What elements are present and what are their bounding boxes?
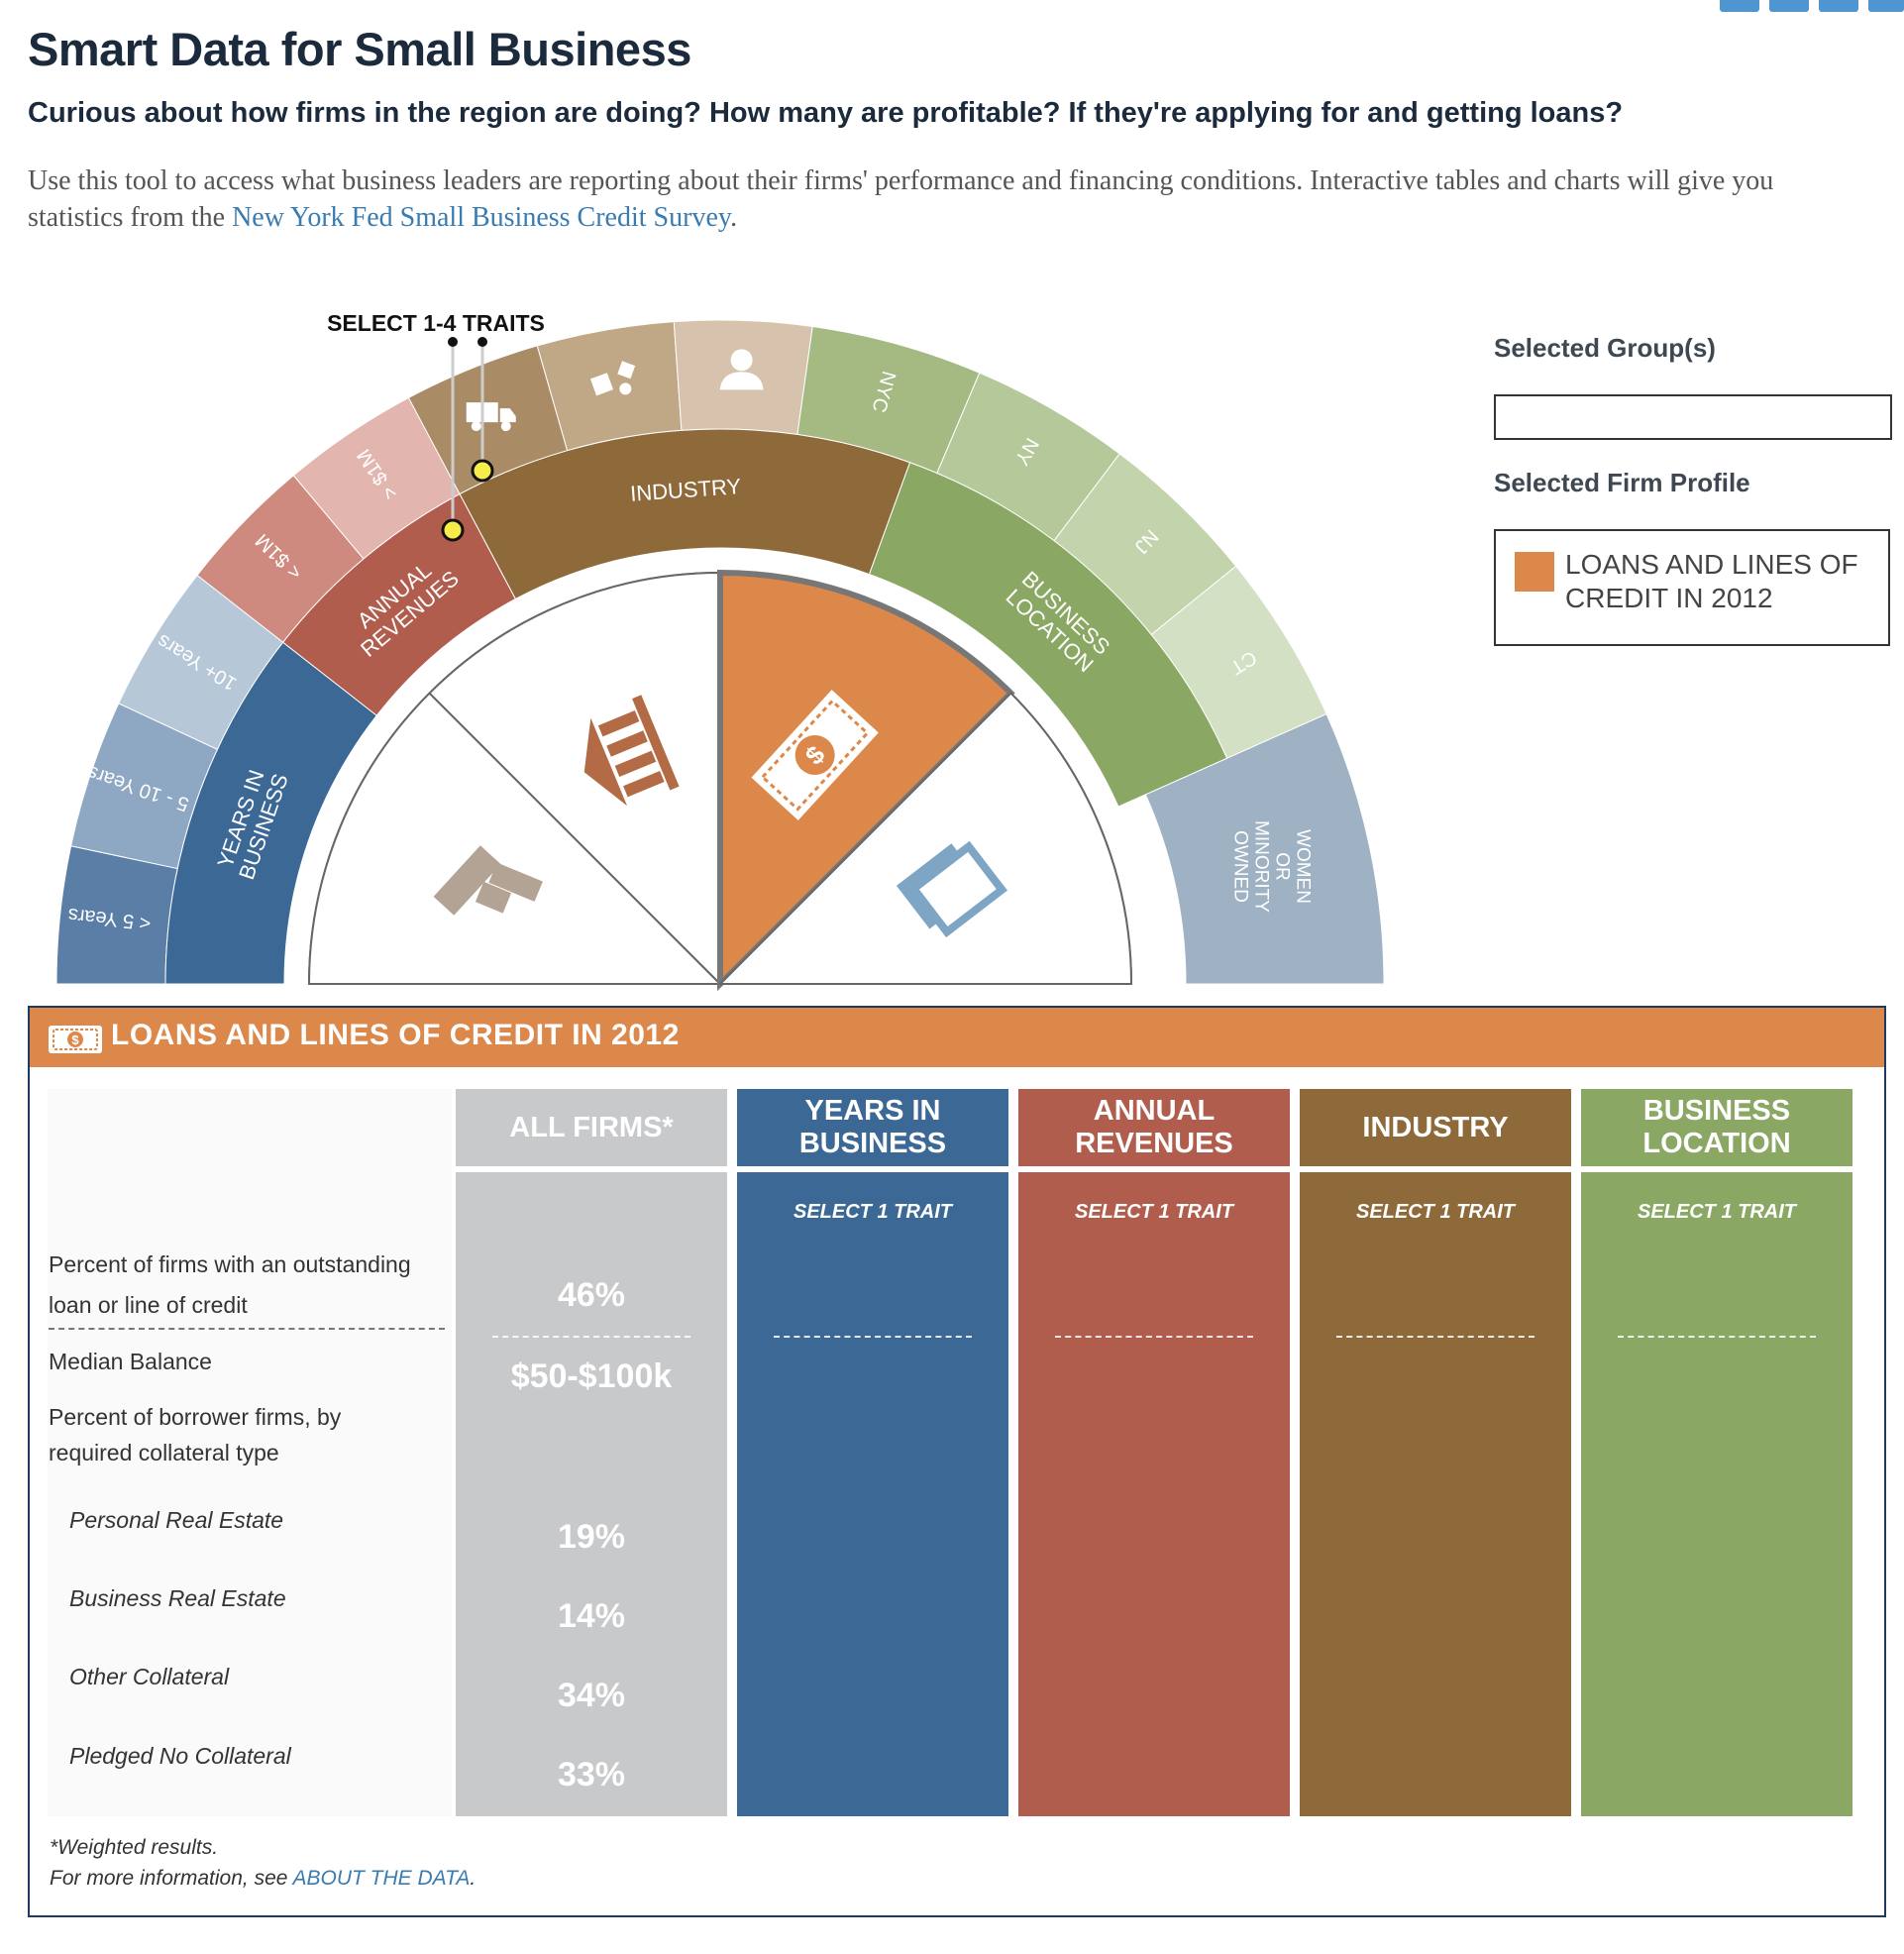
column-header-industry: INDUSTRY: [1300, 1089, 1571, 1166]
value-median-balance: $50-$100k: [510, 1357, 673, 1395]
more-info-end: .: [470, 1867, 476, 1890]
svg-text:$: $: [71, 1032, 79, 1047]
row-label-collateral-heading: Percent of borrower firms, by required c…: [49, 1404, 342, 1466]
selected-groups-label: Selected Group(s): [1494, 333, 1716, 363]
divider: [1055, 1336, 1253, 1338]
intro-paragraph: Use this tool to access what business le…: [28, 163, 1870, 236]
cubes-icon: [589, 361, 636, 396]
select-traits-instruction: SELECT 1-4 TRAITS: [327, 310, 545, 336]
about-the-data-link[interactable]: ABOUT THE DATA: [292, 1867, 471, 1890]
value-personal-real-estate: 19%: [557, 1518, 626, 1556]
value-business-real-estate: 14%: [557, 1597, 626, 1635]
profile-color-swatch: [1515, 552, 1554, 592]
more-info-text: For more information, see: [50, 1867, 293, 1890]
person-icon: [719, 349, 764, 390]
more-info: For more information, see ABOUT THE DATA…: [50, 1867, 476, 1891]
profile-slice-bar-chart[interactable]: [307, 692, 723, 985]
results-panel: [28, 1006, 1886, 1917]
email-icon[interactable]: [1819, 0, 1858, 12]
pointer-marker: [441, 518, 465, 542]
category-label-women-minority: WOMENORMINORITYOWNED: [1230, 820, 1314, 913]
documents-icon: [896, 840, 1007, 938]
divider: [1618, 1336, 1816, 1338]
page-title: Smart Data for Small Business: [28, 23, 691, 75]
facebook-icon[interactable]: [1720, 0, 1759, 12]
row-label-outstanding-loan: Percent of firms with an outstanding loa…: [49, 1251, 411, 1318]
value-other-collateral: 34%: [557, 1677, 626, 1714]
truck-icon: [466, 402, 516, 432]
profile-slice-bank[interactable]: [428, 571, 721, 987]
print-icon[interactable]: [1868, 0, 1904, 12]
row-label-other-collateral: Other Collateral: [69, 1664, 230, 1689]
column-years-in-business: [737, 1172, 1008, 1816]
divider: [1336, 1336, 1534, 1338]
category-segment-business-location[interactable]: [868, 462, 1228, 808]
intro-text: Use this tool to access what business le…: [28, 165, 1774, 233]
row-label-business-real-estate: Business Real Estate: [69, 1585, 286, 1611]
selected-profile-box: [1494, 529, 1890, 646]
row-label-personal-real-estate: Personal Real Estate: [69, 1507, 284, 1533]
pointer-dot: [477, 337, 487, 347]
column-header-annual-revenues: ANNUAL REVENUES: [1018, 1089, 1290, 1166]
row-label-median-balance: Median Balance: [49, 1349, 212, 1374]
select-trait-prompt: SELECT 1 TRAIT: [793, 1201, 952, 1223]
twitter-icon[interactable]: [1769, 0, 1809, 12]
select-trait-prompt: SELECT 1 TRAIT: [1355, 1201, 1515, 1223]
select-trait-prompt: SELECT 1 TRAIT: [1074, 1201, 1233, 1223]
page-subtitle: Curious about how firms in the region ar…: [28, 97, 1624, 129]
bar-chart-icon: [433, 845, 543, 916]
column-business-location: [1581, 1172, 1852, 1816]
selected-profile-value: LOANS AND LINES OF CREDIT IN 2012: [1565, 549, 1858, 613]
money-icon: $: [49, 1026, 102, 1053]
divider: [492, 1336, 690, 1338]
divider: [774, 1336, 972, 1338]
column-header-all-firms: ALL FIRMS*: [456, 1089, 727, 1166]
column-annual-revenues: [1018, 1172, 1290, 1816]
selected-groups-field: [1494, 394, 1892, 440]
row-label-no-collateral: Pledged No Collateral: [69, 1743, 291, 1769]
profile-slice-money[interactable]: [717, 569, 1015, 992]
value-outstanding-loan: 46%: [557, 1276, 626, 1314]
money-icon: $: [751, 690, 879, 820]
intro-end: .: [730, 202, 738, 233]
column-industry: [1300, 1172, 1571, 1816]
divider: [49, 1328, 445, 1330]
pointer-dot: [448, 337, 458, 347]
column-header-business-location: BUSINESS LOCATION: [1581, 1089, 1852, 1166]
pointer-marker: [471, 459, 494, 483]
select-trait-prompt: SELECT 1 TRAIT: [1637, 1201, 1796, 1223]
panel-header: [30, 1008, 1884, 1067]
selected-profile-label: Selected Firm Profile: [1494, 468, 1750, 497]
column-all-firms: [456, 1172, 727, 1816]
column-header-years-in-business: YEARS IN BUSINESS: [737, 1089, 1008, 1166]
profile-slice-documents[interactable]: [717, 692, 1133, 985]
value-no-collateral: 33%: [557, 1756, 626, 1793]
survey-link[interactable]: New York Fed Small Business Credit Surve…: [232, 202, 731, 233]
trait-segment-women-minority[interactable]: [1144, 712, 1385, 985]
panel-title: LOANS AND LINES OF CREDIT IN 2012: [111, 1019, 680, 1051]
footnote: *Weighted results.: [50, 1836, 219, 1859]
row-labels-column: [48, 1089, 452, 1816]
bank-icon: [583, 695, 680, 807]
